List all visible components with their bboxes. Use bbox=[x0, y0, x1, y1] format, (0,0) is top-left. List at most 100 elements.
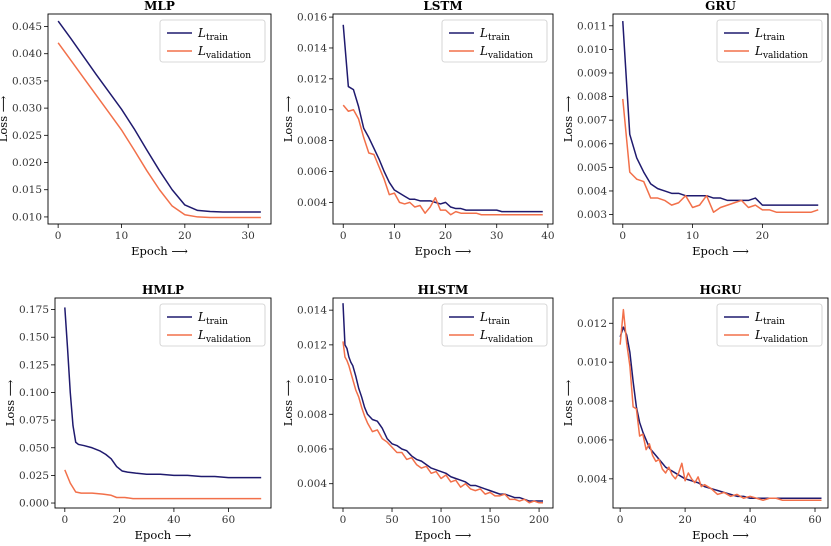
x-tick-label: 30 bbox=[490, 230, 503, 242]
y-tick-label: 0.100 bbox=[19, 387, 49, 399]
x-tick-label: 0 bbox=[619, 230, 626, 242]
y-tick-label: 0.008 bbox=[577, 396, 607, 408]
x-tick-label: 60 bbox=[222, 514, 235, 526]
legend-subscript: train bbox=[488, 317, 510, 327]
legend-subscript: validation bbox=[205, 51, 251, 61]
y-tick-label: 0.016 bbox=[297, 12, 327, 24]
x-axis-label: Epoch ⟶ bbox=[692, 528, 749, 542]
series-line-validation bbox=[622, 98, 819, 213]
legend-symbol: L bbox=[479, 310, 488, 324]
legend-label-train: Ltrain bbox=[479, 310, 510, 327]
legend-symbol: L bbox=[754, 26, 763, 40]
legend-subscript: validation bbox=[487, 51, 533, 61]
x-tick-label: 40 bbox=[541, 230, 554, 242]
y-axis-label: Loss ⟶ bbox=[561, 95, 575, 142]
y-tick-label: 0.007 bbox=[577, 115, 607, 127]
y-tick-label: 0.008 bbox=[297, 135, 327, 147]
legend-subscript: train bbox=[206, 33, 228, 43]
x-tick-label: 20 bbox=[113, 514, 126, 526]
x-tick-label: 0 bbox=[617, 514, 624, 526]
legend-subscript: validation bbox=[487, 335, 533, 345]
plot-frame bbox=[332, 13, 554, 225]
y-tick-label: 0.040 bbox=[12, 48, 42, 60]
y-tick-label: 0.004 bbox=[577, 473, 607, 485]
x-tick-label: 20 bbox=[178, 230, 191, 242]
legend-label-validation: Lvalidation bbox=[754, 328, 808, 345]
series-line-train bbox=[342, 24, 543, 213]
legend-label-validation: Lvalidation bbox=[197, 44, 251, 61]
y-tick-label: 0.011 bbox=[577, 20, 607, 32]
x-tick-label: 200 bbox=[529, 514, 549, 526]
x-axis-label: Epoch ⟶ bbox=[415, 244, 472, 258]
y-tick-label: 0.035 bbox=[12, 75, 42, 87]
y-tick-label: 0.004 bbox=[297, 478, 327, 490]
x-tick-label: 0 bbox=[340, 514, 347, 526]
legend-symbol: L bbox=[754, 328, 763, 342]
y-axis-label: Loss ⟶ bbox=[3, 379, 17, 426]
y-tick-label: 0.003 bbox=[577, 209, 607, 221]
legend-label-validation: Lvalidation bbox=[479, 328, 533, 345]
y-tick-label: 0.000 bbox=[19, 498, 49, 510]
x-tick-label: 60 bbox=[808, 514, 821, 526]
legend-symbol: L bbox=[479, 328, 488, 342]
y-tick-label: 0.150 bbox=[19, 332, 49, 344]
chart-title: HGRU bbox=[699, 283, 742, 297]
legend-subscript: validation bbox=[762, 51, 808, 61]
chart-title: GRU bbox=[705, 0, 736, 13]
series-line-validation bbox=[57, 42, 261, 219]
legend-symbol: L bbox=[479, 44, 488, 58]
y-tick-label: 0.006 bbox=[297, 443, 327, 455]
y-tick-label: 0.010 bbox=[577, 44, 607, 56]
plot-frame bbox=[332, 297, 554, 509]
x-axis-label: Epoch ⟶ bbox=[692, 244, 749, 258]
x-tick-label: 10 bbox=[115, 230, 128, 242]
series-line-validation bbox=[342, 104, 543, 216]
plot-frame bbox=[612, 13, 829, 225]
legend-symbol: L bbox=[197, 310, 206, 324]
x-axis-label: Epoch ⟶ bbox=[135, 528, 192, 542]
legend-subscript: validation bbox=[205, 335, 251, 345]
legend-label-validation: Lvalidation bbox=[479, 44, 533, 61]
y-axis-label: Loss ⟶ bbox=[281, 379, 295, 426]
series-line-train bbox=[342, 303, 543, 502]
y-tick-label: 0.175 bbox=[19, 304, 49, 316]
y-axis-label: Loss ⟶ bbox=[0, 95, 10, 142]
y-tick-label: 0.008 bbox=[297, 409, 327, 421]
y-tick-label: 0.006 bbox=[577, 138, 607, 150]
x-tick-label: 30 bbox=[242, 230, 255, 242]
y-tick-label: 0.004 bbox=[577, 185, 607, 197]
y-tick-label: 0.012 bbox=[577, 318, 607, 330]
y-tick-label: 0.009 bbox=[577, 67, 607, 79]
legend-subscript: train bbox=[763, 317, 785, 327]
y-tick-label: 0.025 bbox=[19, 470, 49, 482]
y-tick-label: 0.010 bbox=[12, 211, 42, 223]
y-tick-label: 0.045 bbox=[12, 21, 42, 33]
x-axis-label: Epoch ⟶ bbox=[415, 528, 472, 542]
plot-frame bbox=[612, 297, 829, 509]
plot-frame bbox=[47, 13, 272, 225]
chart-lstm: LSTM 0 10 20 30 40 0.004 0.006 0.008 0.010 0.012 0.… bbox=[281, 0, 555, 258]
series-line-validation bbox=[619, 308, 822, 501]
y-tick-label: 0.020 bbox=[12, 157, 42, 169]
series-line-train bbox=[619, 326, 822, 500]
y-tick-label: 0.050 bbox=[19, 442, 49, 454]
x-tick-label: 20 bbox=[678, 514, 691, 526]
legend-label-train: Ltrain bbox=[197, 310, 228, 327]
x-axis-label: Epoch ⟶ bbox=[131, 244, 188, 258]
chart-hlstm: HLSTM 0 50 100 150 200 0.004 0.006 0.008 0.010 0.0… bbox=[281, 283, 554, 542]
x-tick-label: 150 bbox=[480, 514, 500, 526]
y-tick-label: 0.015 bbox=[12, 184, 42, 196]
legend-subscript: train bbox=[763, 33, 785, 43]
chart-mlp: MLP 0 10 20 30 0.010 0.015 0.020 0.025 0.030 0.035… bbox=[0, 0, 272, 258]
y-tick-label: 0.012 bbox=[297, 339, 327, 351]
legend-subscript: train bbox=[206, 317, 228, 327]
chart-title: MLP bbox=[144, 0, 175, 13]
y-tick-label: 0.025 bbox=[12, 130, 42, 142]
y-tick-label: 0.014 bbox=[297, 305, 327, 317]
y-tick-label: 0.010 bbox=[297, 104, 327, 116]
chart-hmlp: HMLP 0 20 40 60 0.000 0.025 0.050 0.075 0.100 0.12… bbox=[3, 283, 272, 542]
